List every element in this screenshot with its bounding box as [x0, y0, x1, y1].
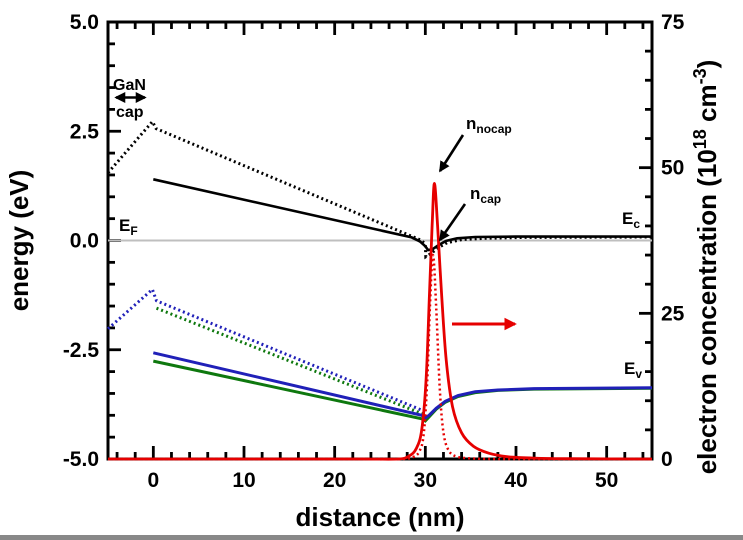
axes: 0 10 20 30 40 50 5.0 2.5 0.0 -2.5 -5.0 75 50 25 0 [63, 11, 685, 492]
x-axis-ticks: 0 10 20 30 40 50 [115, 22, 645, 492]
y-right-tick-label: 25 [661, 302, 685, 325]
n-nocap-arrow [438, 134, 465, 173]
x-tick-label: 10 [232, 469, 255, 492]
y-left-ticks: 5.0 2.5 0.0 -2.5 -5.0 [63, 11, 121, 471]
x-tick-label: 20 [323, 469, 346, 492]
axis-titles: distance (nm) energy (eV) electron concent… [4, 60, 722, 532]
y-left-tick-label: -2.5 [63, 339, 100, 362]
annotations: GaN cap EF Ec Ev nnocap ncap [113, 77, 642, 381]
x-tick-label: 0 [147, 469, 159, 492]
gan-cap-label-line1: GaN [113, 77, 146, 94]
n-cap-label: ncap [470, 184, 501, 206]
y-left-tick-label: 2.5 [70, 120, 100, 143]
y-left-tick-label: -5.0 [63, 448, 99, 471]
n-nocap-label: nnocap [466, 114, 512, 136]
y-left-tick-label: 5.0 [70, 11, 99, 34]
y-left-tick-label: 0.0 [70, 230, 99, 253]
valence-band-label: Ev [624, 359, 642, 381]
series-Ev-cap-blue-dotted [107, 286, 428, 416]
series-Ev-nocap-blue-solid [152, 351, 653, 420]
y-right-tick-label: 75 [661, 11, 685, 34]
conduction-band-label: Ec [622, 209, 640, 231]
series-Ec-cap-dotted [106, 118, 653, 260]
fermi-level-label: EF [119, 216, 138, 238]
series-Ec-nocap-solid [153, 178, 652, 252]
series-n-cap-red-dotted [108, 253, 652, 461]
series-Ev-cap-green-dotted [155, 306, 428, 418]
y-right-tick-label: 0 [661, 448, 673, 471]
x-tick-label: 50 [595, 469, 618, 492]
x-axis-title: distance (nm) [295, 502, 464, 532]
gan-cap-label-line2: cap [116, 104, 144, 121]
y-right-ticks: 75 50 25 0 [639, 11, 685, 471]
y-left-axis-title: energy (eV) [4, 170, 34, 312]
x-tick-label: 30 [414, 469, 437, 492]
n-cap-arrow [438, 203, 467, 242]
series-n-nocap-red-solid [108, 181, 653, 461]
series [106, 118, 653, 461]
x-tick-label: 40 [504, 469, 527, 492]
y-right-axis-title: electron concentration (1018 cm-3) [690, 60, 722, 475]
y-right-tick-label: 50 [661, 157, 684, 180]
